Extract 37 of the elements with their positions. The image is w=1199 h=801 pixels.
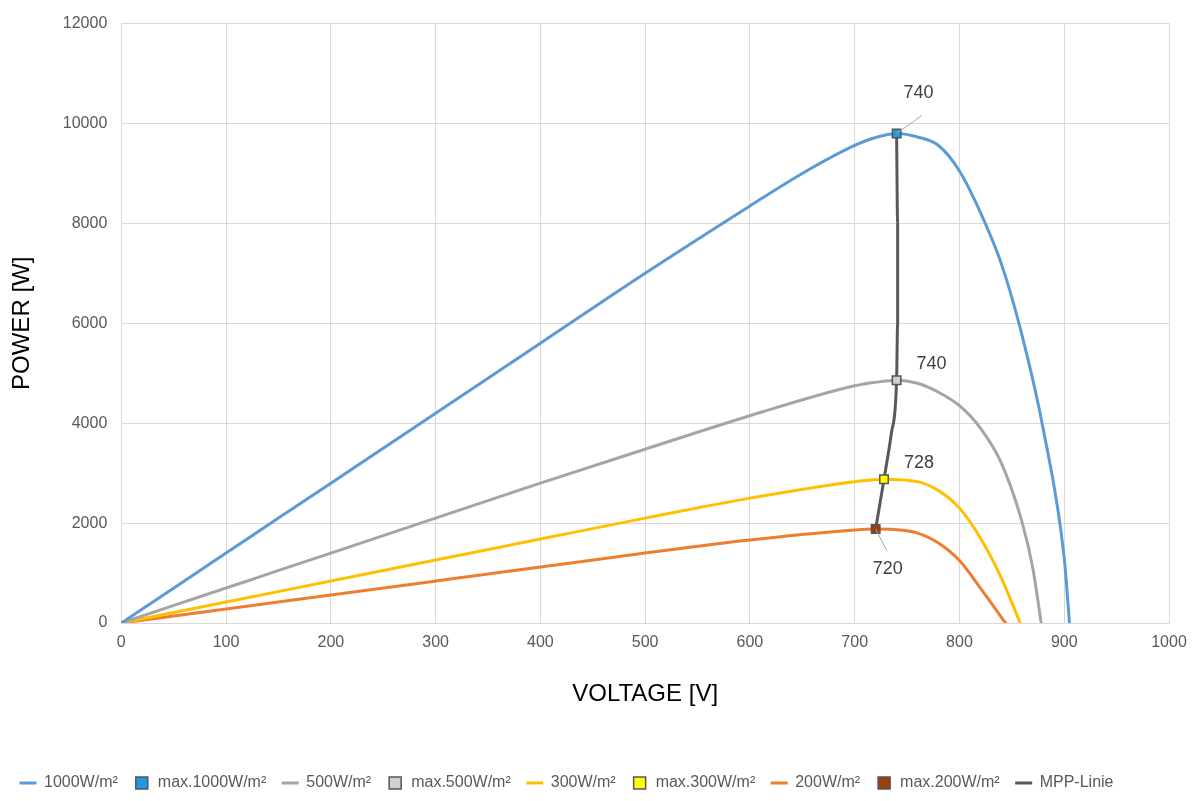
legend-label: 200W/m² xyxy=(795,773,861,791)
annotation: 740 xyxy=(916,353,947,374)
x-tick-label: 400 xyxy=(527,633,554,651)
y-tick-label: 6000 xyxy=(71,313,108,331)
x-tick-label: 700 xyxy=(841,633,869,651)
legend-label: 500W/m² xyxy=(306,773,372,791)
annotation: 720 xyxy=(872,558,903,579)
annotation: 728 xyxy=(904,452,935,473)
y-tick-label: 12000 xyxy=(62,14,108,32)
legend-label: MPP-Linie xyxy=(1039,773,1114,791)
y-tick-label: 2000 xyxy=(71,513,108,531)
y-axis-title: POWER [W] xyxy=(7,256,35,390)
legend-label: max.1000W/m² xyxy=(157,773,267,791)
x-axis-title: VOLTAGE [V] xyxy=(572,679,719,707)
x-tick-label: 300 xyxy=(422,633,450,651)
x-tick-label: 100 xyxy=(212,633,240,651)
y-tick-label: 4000 xyxy=(71,413,108,431)
x-tick-label: 800 xyxy=(946,633,973,651)
x-tick-label: 1000 xyxy=(1151,633,1187,651)
legend-label: 1000W/m² xyxy=(44,773,119,791)
point xyxy=(870,524,881,535)
legend-label: max.500W/m² xyxy=(411,773,512,791)
x-tick-label: 600 xyxy=(736,633,764,651)
y-tick-label: 10000 xyxy=(62,113,108,131)
legend-label: max.200W/m² xyxy=(900,773,1001,791)
point xyxy=(891,128,902,139)
y-tick-label: 0 xyxy=(98,613,108,631)
annotation: 740 xyxy=(903,82,934,103)
legend-label: max.300W/m² xyxy=(655,773,756,791)
y-tick-label: 8000 xyxy=(71,213,108,231)
legend-label: 300W/m² xyxy=(550,773,617,791)
x-tick-label: 900 xyxy=(1050,633,1078,651)
x-tick-label: 200 xyxy=(317,633,345,651)
point xyxy=(891,375,902,386)
point xyxy=(879,474,890,485)
x-tick-label: 0 xyxy=(116,633,126,651)
x-tick-label: 500 xyxy=(631,633,659,651)
